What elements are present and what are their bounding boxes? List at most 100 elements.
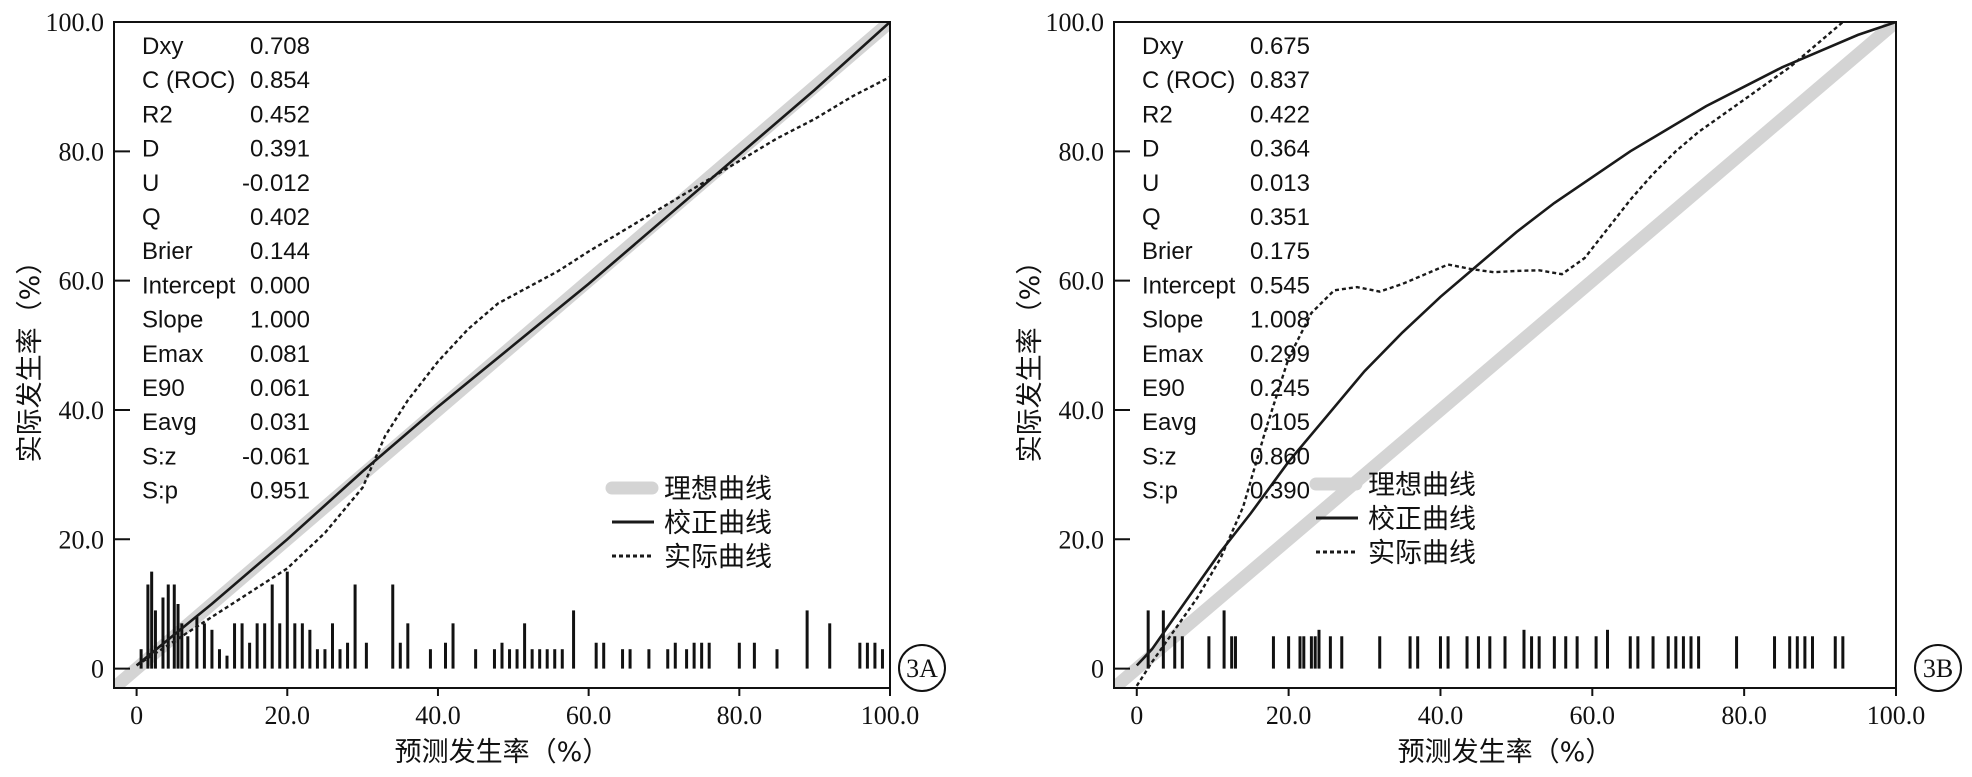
stat-name: D (142, 136, 159, 163)
stat-name: C (ROC) (1142, 67, 1235, 94)
stat-name: E90 (142, 375, 185, 402)
y-tick-label: 60.0 (59, 267, 105, 296)
stat-name: S:z (142, 443, 177, 470)
stat-name: E90 (1142, 375, 1185, 402)
legend-label: 理想曲线 (664, 474, 772, 505)
x-tick-label: 0 (1130, 701, 1143, 730)
y-tick-label: 20.0 (59, 525, 105, 554)
stat-name: D (1142, 136, 1159, 163)
stat-name: S:p (1142, 478, 1178, 505)
y-tick-label: 20.0 (1059, 525, 1105, 554)
stat-name: Slope (1142, 307, 1203, 334)
stat-name: Intercept (1142, 272, 1236, 299)
ideal-curve-line (1114, 22, 1896, 688)
x-tick-label: 80.0 (717, 701, 763, 730)
stat-value: 0.422 (1250, 101, 1310, 128)
stat-value: 0.860 (1250, 443, 1310, 470)
stat-name: Q (142, 204, 161, 231)
legend-label: 实际曲线 (664, 542, 772, 573)
stat-name: Emax (1142, 341, 1203, 368)
legend-label: 校正曲线 (1368, 504, 1476, 535)
stat-value: 1.000 (250, 307, 310, 334)
stat-value: 0.245 (1250, 375, 1310, 402)
calibration-plot-a: 0 20.0 40.0 60.0 80.0 100.0 0 20.0 40.0 60.0 80.0 1… (15, 8, 946, 768)
actual-curve-line (1133, 22, 1845, 688)
y-axis-title: 实际发生率（%） (1015, 248, 1046, 463)
panel-badge-label: 3A (906, 654, 938, 683)
y-tick-label: 0 (91, 655, 104, 684)
x-tick-label: 0 (130, 701, 143, 730)
x-axis-title: 预测发生率（%） (395, 737, 610, 768)
x-tick-label: 20.0 (1266, 701, 1312, 730)
stat-value: 0.105 (1250, 409, 1310, 436)
x-tick-label: 100.0 (861, 701, 920, 730)
stat-value: 1.008 (1250, 307, 1310, 334)
stat-name: Emax (142, 341, 203, 368)
stat-name: C (ROC) (142, 67, 235, 94)
stat-name: R2 (1142, 101, 1173, 128)
stat-name: Eavg (142, 409, 197, 436)
x-tick-label: 60.0 (566, 701, 612, 730)
y-tick-label: 40.0 (1059, 396, 1105, 425)
stat-value: 0.144 (250, 238, 310, 265)
y-tick-label: 100.0 (1046, 8, 1105, 37)
panel-badge-circle (898, 644, 946, 692)
chart-svg-b: 0 20.0 40.0 60.0 80.0 100.0 0 20.0 40.0 60.0 80.0 1… (1015, 8, 1962, 768)
plot-area (114, 22, 890, 688)
x-tick-label: 20.0 (265, 701, 311, 730)
y-tick-label: 40.0 (59, 396, 105, 425)
stat-value: 0.013 (1250, 170, 1310, 197)
panel-badge-label: 3B (1923, 654, 1953, 683)
calibration-plot-b: 0 20.0 40.0 60.0 80.0 100.0 0 20.0 40.0 60.0 80.0 1… (986, 0, 1972, 777)
stat-name: S:z (1142, 443, 1177, 470)
y-tick-label: 80.0 (1059, 137, 1105, 166)
stat-value: 0.299 (1250, 341, 1310, 368)
stat-value: 0.452 (250, 101, 310, 128)
stat-name: Dxy (1142, 33, 1183, 60)
x-tick-label: 40.0 (1418, 701, 1464, 730)
stat-value: 0.675 (1250, 33, 1310, 60)
stat-name: U (142, 170, 159, 197)
calibrated-curve-line (1135, 22, 1896, 667)
stat-name: Slope (142, 307, 203, 334)
x-tick-label: 60.0 (1570, 701, 1616, 730)
panel-badge-circle (1914, 644, 1962, 692)
x-tick-label: 40.0 (415, 701, 461, 730)
stat-name: Eavg (1142, 409, 1197, 436)
y-tick-label: 0 (1091, 655, 1104, 684)
stat-value: -0.012 (242, 170, 310, 197)
plot-frame (113, 21, 891, 689)
stat-value: 0.391 (250, 136, 310, 163)
y-tick-label: 80.0 (59, 137, 105, 166)
stat-name: R2 (142, 101, 173, 128)
y-tick-label: 60.0 (1059, 267, 1105, 296)
stat-name: Brier (142, 238, 193, 265)
actual-curve-line (135, 75, 890, 667)
stat-name: U (1142, 170, 1159, 197)
stat-value: -0.061 (242, 443, 310, 470)
y-tick-label: 100.0 (46, 8, 105, 37)
stat-value: 0.351 (1250, 204, 1310, 231)
stat-value: 0.854 (250, 67, 310, 94)
calibrated-curve-line (135, 22, 890, 667)
x-axis-title: 预测发生率（%） (1398, 737, 1613, 768)
stat-name: Q (1142, 204, 1161, 231)
legend-label: 实际曲线 (1368, 538, 1476, 569)
stat-value: 0.708 (250, 33, 310, 60)
legend-label: 校正曲线 (664, 508, 772, 539)
stat-name: Brier (1142, 238, 1193, 265)
stat-name: S:p (142, 478, 178, 505)
stat-name: Intercept (142, 272, 236, 299)
stat-value: 0.061 (250, 375, 310, 402)
x-tick-label: 100.0 (1867, 701, 1926, 730)
stat-value: 0.175 (1250, 238, 1310, 265)
stat-value: 0.390 (1250, 478, 1310, 505)
stat-value: 0.545 (1250, 272, 1310, 299)
stat-value: 0.402 (250, 204, 310, 231)
stat-value: 0.081 (250, 341, 310, 368)
legend-label: 理想曲线 (1368, 470, 1476, 501)
stat-value: 0.837 (1250, 67, 1310, 94)
plot-area (1114, 22, 1896, 688)
